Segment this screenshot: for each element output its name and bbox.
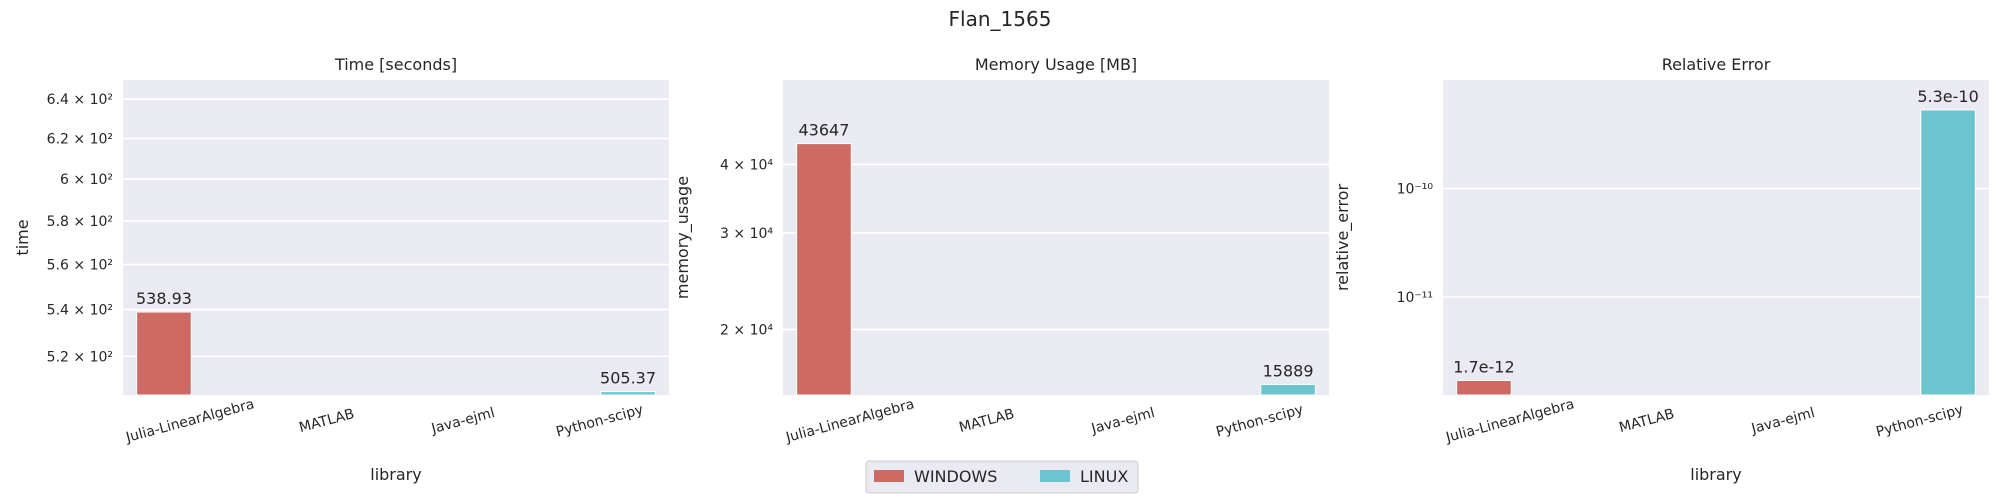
y-tick-label: 5.8 × 10²: [47, 214, 113, 230]
y-tick-label: 2 × 10⁴: [720, 323, 773, 339]
plot-area: [123, 80, 669, 395]
bar-value-label: 15889: [1263, 361, 1314, 380]
y-axis-label: time: [13, 219, 32, 255]
y-tick-label: 3 × 10⁴: [720, 226, 773, 242]
x-tick-label: MATLAB: [957, 406, 1016, 436]
panel-title: Time [seconds]: [334, 55, 457, 74]
memory-panel: 2 × 10⁴ 3 × 10⁴ 4 × 10⁴ Memory Usage [MB] me…: [673, 55, 1329, 484]
y-tick-label: 5.4 × 10²: [47, 303, 113, 319]
x-tick-label: Julia-LinearAlgebra: [1443, 396, 1576, 446]
x-tick-label: Java-ejml: [1089, 405, 1157, 437]
y-axis-label: memory_usage: [673, 176, 693, 299]
x-tick-label: Python-scipy: [1214, 402, 1305, 441]
y-tick-label: 10⁻¹¹: [1397, 290, 1433, 306]
x-tick-label: Python-scipy: [1874, 402, 1965, 441]
plot-area: [783, 80, 1329, 395]
y-tick-label: 5.6 × 10²: [47, 258, 113, 274]
y-tick-label: 6 × 10²: [60, 172, 113, 188]
plot-area: [1443, 80, 1989, 395]
y-tick-label: 6.2 × 10²: [47, 132, 113, 148]
bar-value-label: 1.7e-12: [1453, 358, 1514, 377]
bar-value-label: 5.3e-10: [1917, 87, 1978, 106]
time-panel: 5.2 × 10² 5.4 × 10² 5.6 × 10² 5.8 × 10² 6 × …: [13, 55, 669, 484]
bar-linux: [600, 391, 656, 396]
legend: WINDOWS LINUX: [865, 460, 1139, 494]
legend-frame: [865, 460, 1139, 494]
panel-title: Relative Error: [1662, 55, 1771, 74]
x-tick-label: Java-ejml: [1749, 405, 1817, 437]
bar-value-label: 505.37: [600, 369, 656, 388]
x-tick-label: Julia-LinearAlgebra: [783, 396, 916, 446]
legend-swatch-linux: [1040, 470, 1070, 482]
bar-windows: [1456, 380, 1512, 396]
x-tick-label: MATLAB: [1617, 406, 1676, 436]
x-tick-label: MATLAB: [297, 406, 356, 436]
bar-value-label: 43647: [798, 121, 849, 140]
panel-title: Memory Usage [MB]: [975, 55, 1137, 74]
x-axis-label: library: [370, 465, 421, 484]
y-tick-label: 6.4 × 10²: [47, 92, 113, 108]
y-tick-label: 10⁻¹⁰: [1397, 182, 1434, 198]
bar-windows: [796, 143, 852, 396]
bar-windows: [136, 311, 192, 396]
legend-swatch-windows: [874, 470, 904, 482]
y-tick-label: 4 × 10⁴: [720, 157, 773, 173]
y-axis-label: relative_error: [1333, 184, 1353, 292]
error-panel: 10⁻¹¹ 10⁻¹⁰ Relative Error relative_errorli…: [1333, 55, 1989, 484]
bar-value-label: 538.93: [136, 289, 192, 308]
y-tick-label: 5.2 × 10²: [47, 349, 113, 365]
legend-label-linux: LINUX: [1080, 467, 1128, 486]
x-tick-label: Julia-LinearAlgebra: [123, 396, 256, 446]
bar-linux: [1920, 109, 1976, 396]
x-axis-label: library: [1690, 465, 1741, 484]
x-tick-label: Java-ejml: [429, 405, 497, 437]
bar-linux: [1260, 383, 1316, 396]
figure-title: Flan_1565: [949, 7, 1052, 31]
x-tick-label: Python-scipy: [554, 402, 645, 441]
legend-label-windows: WINDOWS: [914, 467, 997, 486]
